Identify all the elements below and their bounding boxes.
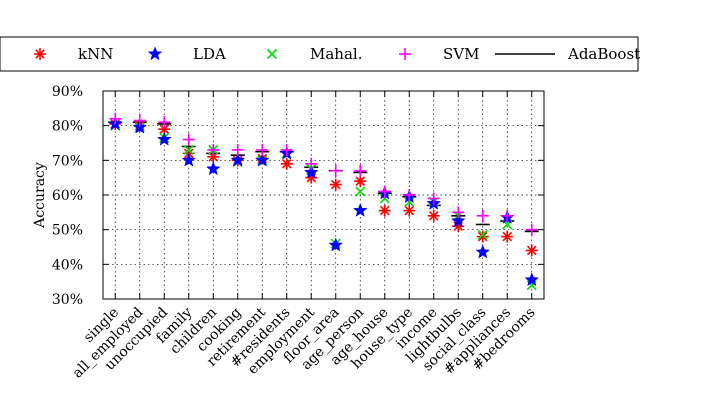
point-lda: [524, 272, 540, 287]
legend-entry-mahal: Mahal.: [266, 45, 362, 63]
point-svm: [182, 133, 195, 146]
point-svm: [305, 157, 318, 170]
legend-entry-adaboost: AdaBoost: [495, 45, 640, 63]
y-tick-label: 40%: [52, 257, 83, 273]
legend-marker: [34, 48, 46, 60]
point-svm: [329, 164, 342, 177]
point-svm: [501, 209, 514, 222]
y-tick-label: 80%: [52, 119, 83, 135]
point-svm: [476, 209, 489, 222]
point-mahal: [183, 144, 194, 155]
point-knn: [476, 230, 489, 243]
point-svm: [525, 223, 538, 236]
axes: [102, 90, 545, 300]
legend-box: [0, 36, 639, 72]
data-points: [107, 112, 540, 291]
point-svm: [427, 192, 440, 205]
point-lda: [328, 237, 344, 252]
legend-label: SVM: [443, 45, 479, 63]
legend-marker: [266, 48, 278, 60]
point-mahal: [477, 229, 488, 240]
point-lda: [230, 152, 246, 167]
point-svm: [109, 112, 122, 125]
point-knn: [329, 178, 342, 191]
x-category-labels: singleall_employedunoccupiedfamilychildr…: [70, 304, 539, 381]
y-tick-label: 90%: [52, 84, 83, 100]
legend-label: AdaBoost: [567, 45, 640, 63]
point-knn: [525, 244, 538, 257]
legend-entry-svm: SVM: [399, 45, 479, 63]
point-lda: [475, 244, 491, 259]
point-lda: [156, 131, 172, 146]
point-knn: [501, 230, 514, 243]
point-svm: [280, 143, 293, 156]
point-lda: [205, 161, 221, 176]
legend-label: LDA: [193, 45, 226, 63]
point-svm: [207, 143, 220, 156]
y-tick-labels: 30% 40% 50% 60% 70% 80% 90%: [52, 84, 83, 308]
y-axis-title: Accuracy: [32, 162, 48, 229]
point-knn: [354, 175, 367, 188]
point-svm: [452, 206, 465, 219]
legend-marker: [147, 46, 163, 61]
point-mahal: [355, 186, 366, 197]
y-tick-label: 70%: [52, 153, 83, 169]
legend-marker: [399, 48, 411, 60]
point-svm: [378, 185, 391, 198]
y-tick-label: 30%: [52, 292, 83, 308]
legend: kNN LDA Mahal. SVM AdaBoost: [0, 36, 640, 72]
point-lda: [132, 119, 148, 134]
point-lda: [450, 213, 466, 228]
legend-label: Mahal.: [310, 45, 362, 63]
y-tick-label: 60%: [52, 188, 83, 204]
point-svm: [403, 189, 416, 201]
point-lda: [181, 152, 197, 167]
point-svm: [158, 116, 171, 129]
point-svm: [354, 164, 367, 177]
point-svm: [256, 143, 269, 156]
point-knn: [280, 157, 293, 170]
point-svm: [231, 143, 244, 156]
point-lda: [303, 164, 319, 179]
point-knn: [378, 204, 391, 217]
point-knn: [403, 204, 416, 217]
point-svm: [133, 114, 146, 127]
legend-entry-lda: LDA: [147, 45, 226, 63]
legend-label: kNN: [78, 45, 113, 63]
legend-entry-knn: kNN: [34, 45, 113, 63]
point-lda: [254, 152, 270, 167]
y-tick-label: 50%: [52, 223, 83, 239]
point-knn: [427, 209, 440, 222]
point-lda: [352, 202, 368, 217]
